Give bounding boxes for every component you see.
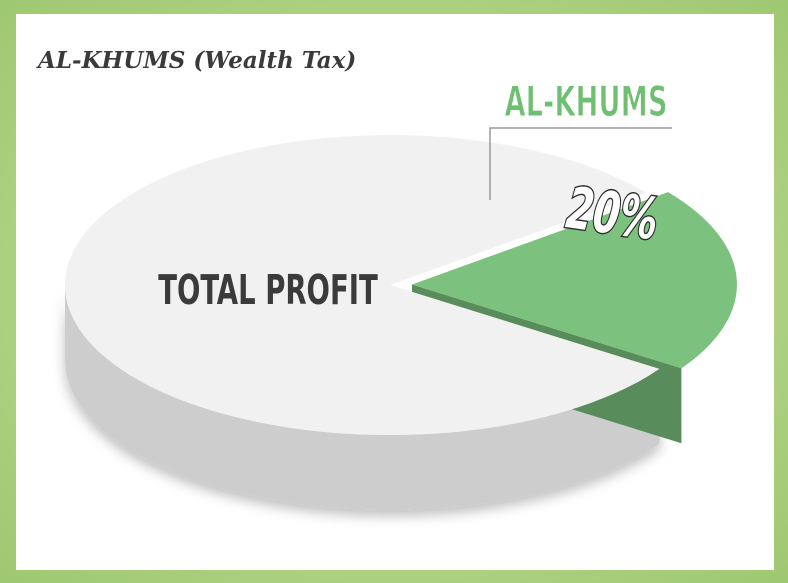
category-label: AL-KHUMS [504, 77, 667, 126]
labels: TOTAL PROFIT AL-KHUMS 20% [158, 77, 672, 314]
chart-title: AL-KHUMS (Wealth Tax) [36, 47, 356, 74]
pie [64, 135, 737, 510]
category-label: TOTAL PROFIT [158, 265, 378, 314]
slice-side [65, 285, 660, 510]
slice [412, 192, 737, 369]
slice [64, 135, 660, 436]
leader-line [489, 127, 672, 200]
value-label: 20% [563, 174, 663, 253]
